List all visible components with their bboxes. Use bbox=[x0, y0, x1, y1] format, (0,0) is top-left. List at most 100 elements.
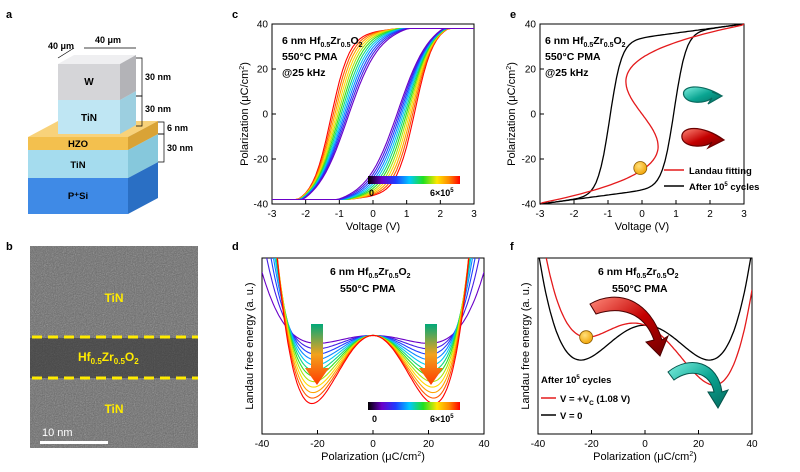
y-tick-label: 0 bbox=[262, 110, 268, 121]
teal-curved-arrow-f bbox=[667, 362, 730, 409]
panel-label-b: b bbox=[6, 241, 13, 253]
x-tick-label: 40 bbox=[746, 439, 758, 450]
w-front bbox=[58, 64, 120, 100]
panel-d: d -40 -20 0 20 40 Polarization (μC/cm2) Land… bbox=[232, 241, 490, 463]
arrow-down-left bbox=[305, 324, 329, 385]
annotation-c-line2: 550°C PMA bbox=[282, 51, 338, 63]
x-tick-label: 20 bbox=[423, 439, 435, 450]
x-tick-label: 0 bbox=[639, 209, 645, 220]
x-axis-label-d: Polarization (μC/cm2) bbox=[321, 451, 425, 463]
annotation-c-line1: 6 nm Hf0.5Zr0.5O2 bbox=[282, 35, 363, 49]
panel-b: b TiN Hf0.5Zr0.5O2 TiN 10 nm bbox=[6, 241, 198, 448]
colorbar-d-max: 6×105 bbox=[430, 414, 454, 424]
tem-hzo-band bbox=[30, 338, 198, 378]
x-tick-label: 1 bbox=[673, 209, 679, 220]
hzo-side bbox=[128, 121, 158, 150]
annotation-c-line3: @25 kHz bbox=[282, 67, 326, 79]
x-tick-label: 2 bbox=[438, 209, 444, 220]
panel-label-f: f bbox=[510, 241, 514, 253]
bracket-w bbox=[136, 57, 143, 97]
curves-e bbox=[539, 23, 745, 205]
y-tick-label: 20 bbox=[257, 65, 269, 76]
psi-layer-front bbox=[28, 178, 128, 214]
layer-label-w: W bbox=[84, 77, 94, 88]
tin-top-front bbox=[58, 100, 120, 134]
tem-label-tin-bottom: TiN bbox=[104, 402, 123, 416]
legend-label-v0: V = 0 bbox=[560, 411, 582, 422]
x-tick-label: 0 bbox=[370, 209, 376, 220]
bracket-hzo bbox=[158, 121, 165, 135]
colorbar-d-min: 0 bbox=[372, 414, 377, 424]
hysteresis-branch-up bbox=[272, 27, 474, 201]
tin-bottom-side bbox=[128, 134, 158, 178]
x-tick-label: 3 bbox=[741, 209, 747, 220]
y-tick-label: -40 bbox=[522, 200, 537, 211]
layer-label-psi: P⁺Si bbox=[68, 191, 88, 202]
ticks-d: -40 -20 0 20 40 bbox=[255, 430, 490, 450]
panel-label-a: a bbox=[6, 9, 13, 21]
x-tick-label: -3 bbox=[268, 209, 277, 220]
y-tick-label: -20 bbox=[522, 155, 537, 166]
x-axis-label-f: Polarization (μC/cm2) bbox=[593, 451, 697, 463]
x-axis-label-c: Voltage (V) bbox=[346, 221, 400, 233]
y-axis-label-e: Polarization (μC/cm2) bbox=[506, 62, 518, 166]
y-tick-label: 0 bbox=[530, 110, 536, 121]
annotation-e-line3: @25 kHz bbox=[545, 67, 589, 79]
x-tick-label: -1 bbox=[335, 209, 344, 220]
legend-label-landau: Landau fitting bbox=[689, 166, 752, 177]
panel-a: a W TiN HZO TiN P⁺Si 40 μm 40 μm 30 nm bbox=[6, 9, 193, 214]
thickness-tin-bottom: 30 nm bbox=[167, 143, 193, 153]
panel-f: f -40 -20 0 20 40 Polarization (μC/cm2) Land… bbox=[510, 241, 758, 463]
energy-curves-f bbox=[538, 258, 752, 386]
x-tick-label: -1 bbox=[604, 209, 613, 220]
annotation-d-line1: 6 nm Hf0.5Zr0.5O2 bbox=[330, 266, 411, 280]
y-tick-label: 20 bbox=[525, 65, 537, 76]
legend-label-after-cycles: After 105 cycles bbox=[689, 182, 759, 193]
x-tick-label: 0 bbox=[370, 439, 376, 450]
panel-label-e: e bbox=[510, 9, 516, 21]
thickness-tin-top: 30 nm bbox=[145, 104, 171, 114]
tin-top-side bbox=[120, 91, 136, 134]
layer-label-tin-top: TiN bbox=[81, 113, 97, 124]
ticks-f: -40 -20 0 20 40 bbox=[531, 430, 758, 450]
legend-head-f: After 105 cycles bbox=[541, 375, 611, 386]
energy-curve-vc bbox=[545, 258, 752, 386]
hzo-front bbox=[28, 137, 128, 150]
annotation-f-line2: 550°C PMA bbox=[612, 283, 668, 295]
annotation-f-line1: 6 nm Hf0.5Zr0.5O2 bbox=[598, 266, 679, 280]
w-side bbox=[120, 55, 136, 100]
y-axis-label-d: Landau free energy (a. u.) bbox=[244, 282, 256, 409]
y-tick-label: -20 bbox=[254, 155, 269, 166]
arrow-down-right bbox=[419, 324, 443, 385]
x-tick-label: 2 bbox=[707, 209, 713, 220]
hysteresis-branch-down bbox=[272, 27, 474, 201]
tin-bottom-front bbox=[28, 150, 128, 178]
x-tick-label: 1 bbox=[404, 209, 410, 220]
x-tick-label: 40 bbox=[478, 439, 490, 450]
annotation-d-line2: 550°C PMA bbox=[340, 283, 396, 295]
dim-line-left bbox=[57, 47, 75, 59]
legend-label-vc: V = +VC (1.08 V) bbox=[560, 394, 630, 407]
energy-curves-d bbox=[262, 258, 484, 405]
panel-label-c: c bbox=[232, 9, 238, 21]
panel-e: e -3 -2 -1 0 1 2 3 -40 -20 0 20 40 Voltage (V) Pola… bbox=[506, 9, 759, 233]
scale-bar-label: 10 nm bbox=[42, 427, 73, 439]
layer-label-tin-bottom: TiN bbox=[70, 160, 85, 171]
x-tick-label: -40 bbox=[255, 439, 270, 450]
colorbar-d bbox=[368, 402, 460, 410]
psi-layer-side bbox=[128, 162, 158, 214]
dim-label-right: 40 μm bbox=[95, 35, 121, 45]
red-curved-arrow-f bbox=[589, 296, 670, 357]
colorbar-c-max: 6×105 bbox=[430, 188, 454, 198]
measured-loop-down bbox=[539, 23, 745, 205]
y-axis-label-c: Polarization (μC/cm2) bbox=[239, 62, 251, 166]
layer-label-hzo: HZO bbox=[68, 139, 88, 150]
scale-bar bbox=[40, 441, 108, 444]
x-tick-label: -3 bbox=[536, 209, 545, 220]
energy-curve-v0 bbox=[538, 258, 752, 361]
annotation-e-line1: 6 nm Hf0.5Zr0.5O2 bbox=[545, 35, 626, 49]
x-tick-label: 3 bbox=[471, 209, 477, 220]
panel-c: c -3 -2 -1 0 1 2 3 -40 -20 0 20 40 Voltage (V) Pola… bbox=[232, 9, 477, 233]
ticks-c: -3 -2 -1 0 1 2 3 -40 -20 0 20 40 bbox=[254, 20, 478, 221]
